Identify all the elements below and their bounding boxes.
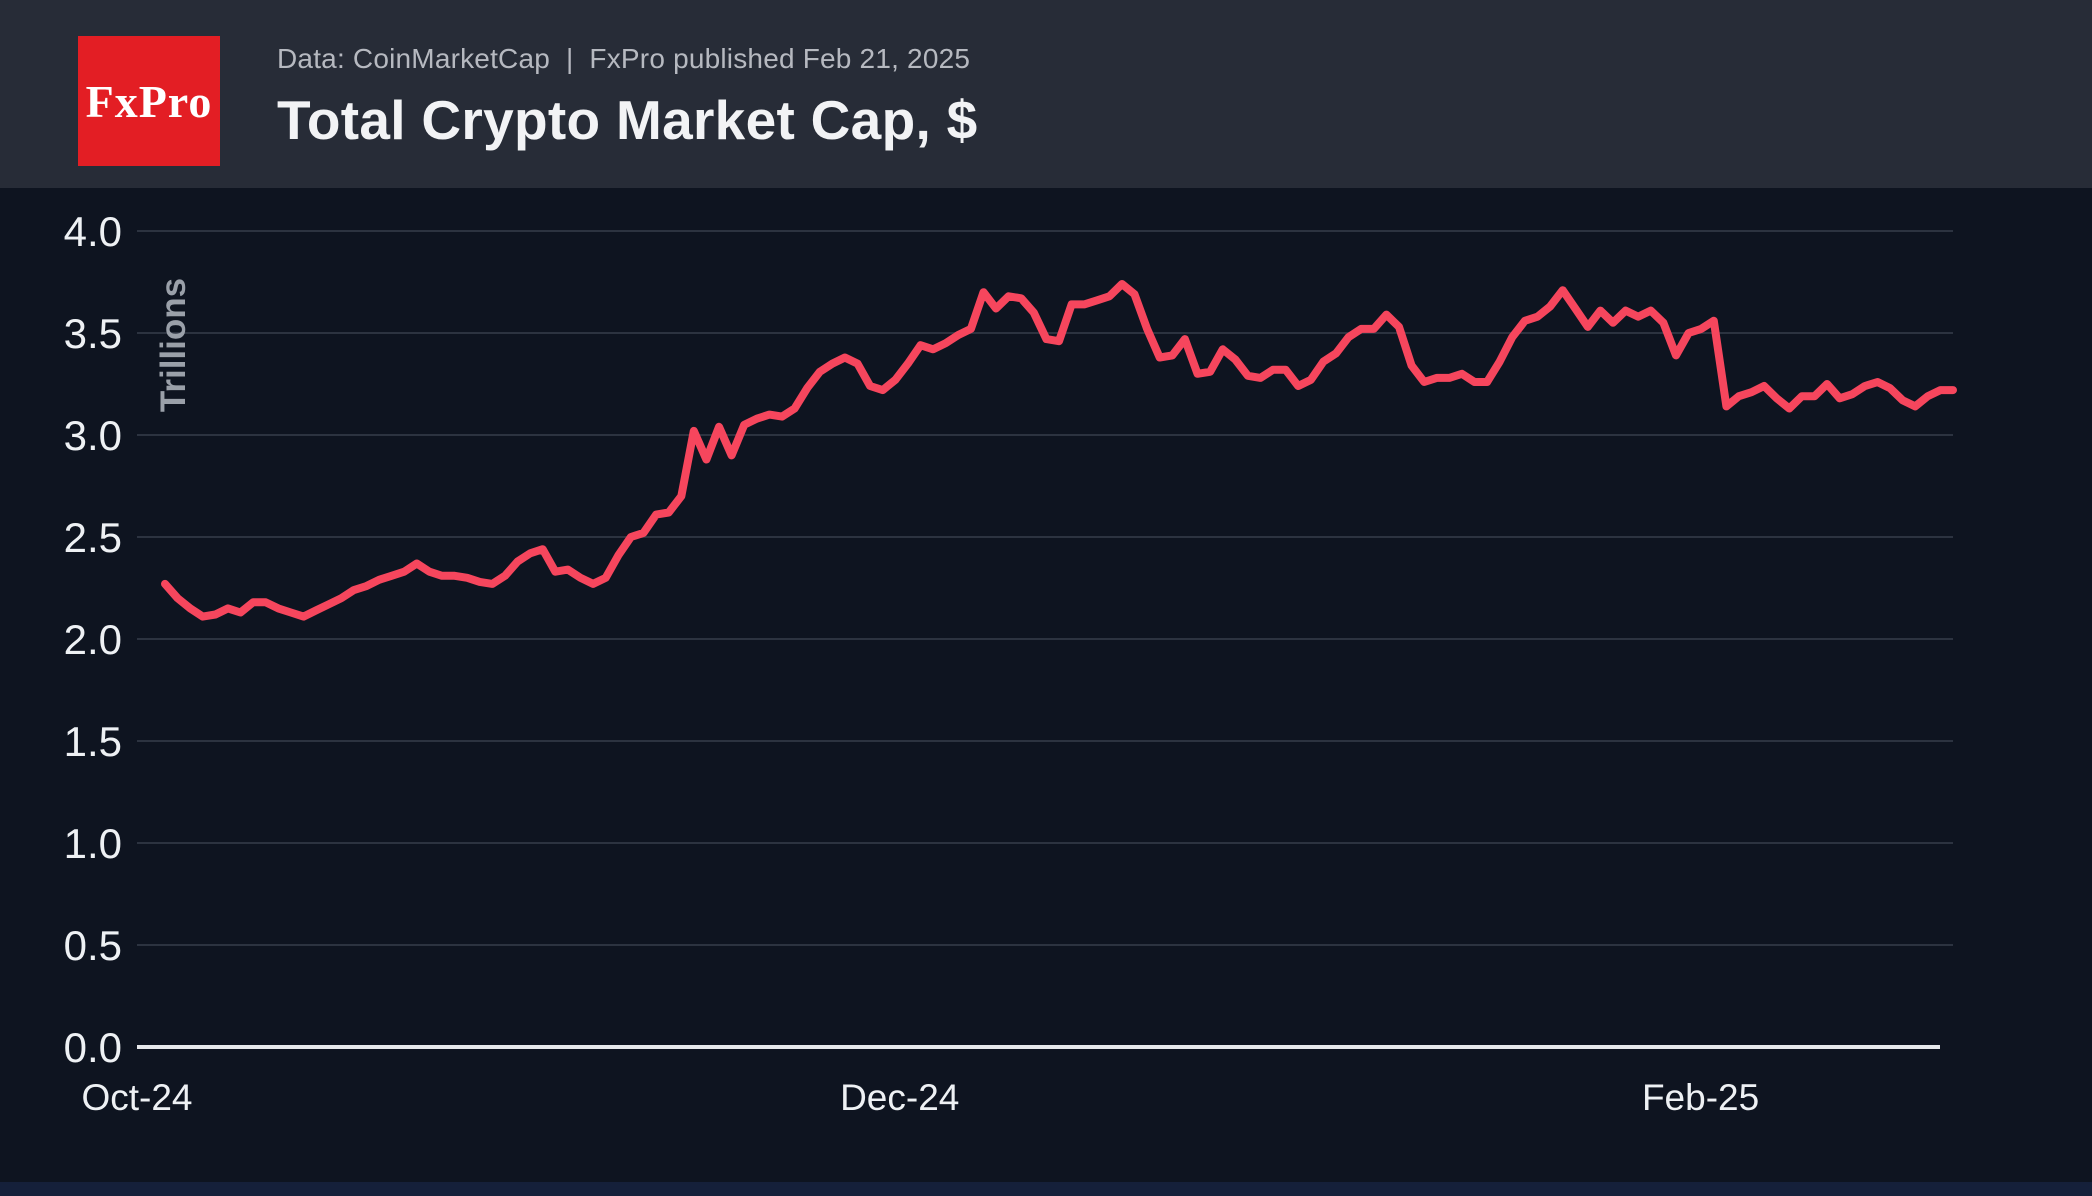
y-tick-label: 1.0 bbox=[64, 820, 122, 867]
market-cap-series-line bbox=[161, 280, 1957, 621]
y-tick-label: 0.0 bbox=[64, 1024, 122, 1071]
y-tick-label: 4.0 bbox=[64, 208, 122, 255]
y-axis-title: Trillions bbox=[154, 278, 193, 412]
page-title: Total Crypto Market Cap, $ bbox=[277, 89, 978, 151]
y-tick-label: 3.0 bbox=[64, 412, 122, 459]
y-tick-label: 2.0 bbox=[64, 616, 122, 663]
y-tick-label: 3.5 bbox=[64, 310, 122, 357]
fxpro-logo: FxPro bbox=[78, 36, 220, 166]
x-tick-label: Dec-24 bbox=[840, 1077, 959, 1118]
fxpro-logo-text: FxPro bbox=[85, 75, 213, 127]
y-tick-label: 2.5 bbox=[64, 514, 122, 561]
chart-source-line: Data: CoinMarketCap | FxPro published Fe… bbox=[277, 43, 971, 74]
y-tick-label: 1.5 bbox=[64, 718, 122, 765]
bottom-accent-bar bbox=[0, 1182, 2092, 1196]
y-tick-label: 0.5 bbox=[64, 922, 122, 969]
x-tick-label: Feb-25 bbox=[1642, 1077, 1759, 1118]
header: FxPro Data: CoinMarketCap | FxPro publis… bbox=[0, 0, 2092, 188]
header-text: Data: CoinMarketCap | FxPro published Fe… bbox=[277, 44, 978, 152]
x-tick-label: Oct-24 bbox=[81, 1077, 192, 1118]
